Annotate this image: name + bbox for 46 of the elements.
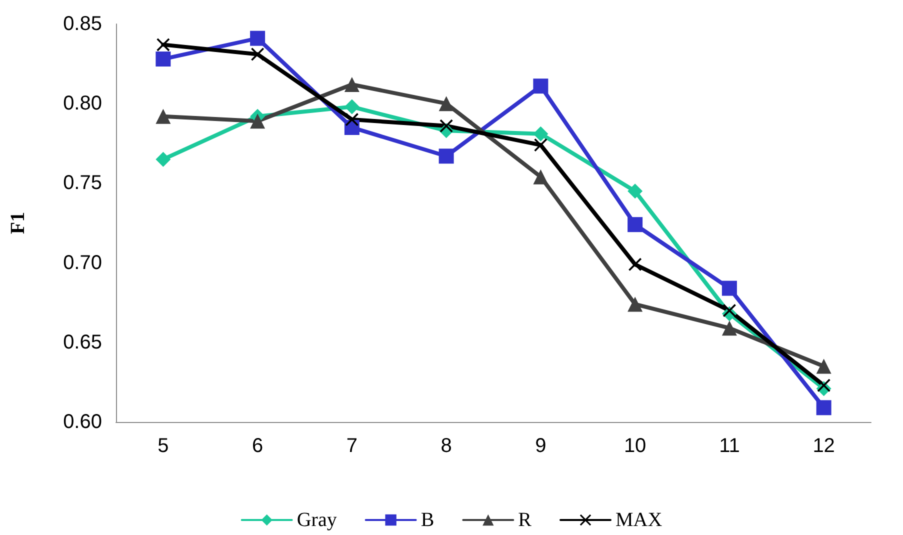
y-tick-label: 0.60: [63, 411, 102, 433]
point: [156, 38, 170, 52]
point: [628, 217, 643, 232]
point: [156, 108, 171, 124]
point: [628, 184, 643, 199]
x-tick-label: 5: [158, 435, 169, 457]
point: [534, 138, 548, 152]
point: [533, 169, 548, 184]
point: [628, 258, 642, 271]
point: [533, 126, 548, 142]
point: [533, 78, 548, 94]
point: [156, 152, 171, 167]
point: [345, 113, 358, 126]
point: [816, 400, 832, 416]
x-tick-label: 7: [346, 435, 358, 457]
y-tick-label: 0.65: [63, 331, 102, 354]
point: [440, 119, 453, 132]
y-tick-label: 0.80: [63, 92, 102, 115]
x-tick-label: 9: [535, 435, 546, 457]
point: [250, 114, 266, 129]
y-tick-label: 0.85: [63, 13, 102, 35]
x-tick-label: 6: [252, 435, 264, 457]
legend-label: MAX: [615, 509, 663, 531]
x-tick-label: 11: [719, 435, 740, 457]
point: [438, 96, 454, 112]
y-tick-label: 0.70: [63, 252, 102, 274]
point: [816, 358, 832, 374]
point: [817, 378, 830, 392]
point: [344, 76, 360, 92]
legend-label: Gray: [296, 509, 337, 531]
point: [250, 30, 266, 46]
legend-label: B: [420, 509, 434, 531]
point: [722, 280, 737, 296]
y-tick-label: 0.75: [63, 172, 102, 194]
point: [156, 52, 171, 67]
point: [722, 304, 736, 318]
x-tick-label: 12: [812, 435, 835, 457]
legend-label: R: [518, 509, 532, 531]
x-tick-label: 10: [624, 435, 646, 457]
point: [344, 99, 360, 114]
point: [438, 148, 454, 164]
point: [628, 296, 643, 312]
y-axis-title: F1: [7, 212, 29, 234]
x-tick-label: 8: [440, 435, 452, 457]
point: [251, 48, 264, 61]
point: [722, 320, 737, 336]
